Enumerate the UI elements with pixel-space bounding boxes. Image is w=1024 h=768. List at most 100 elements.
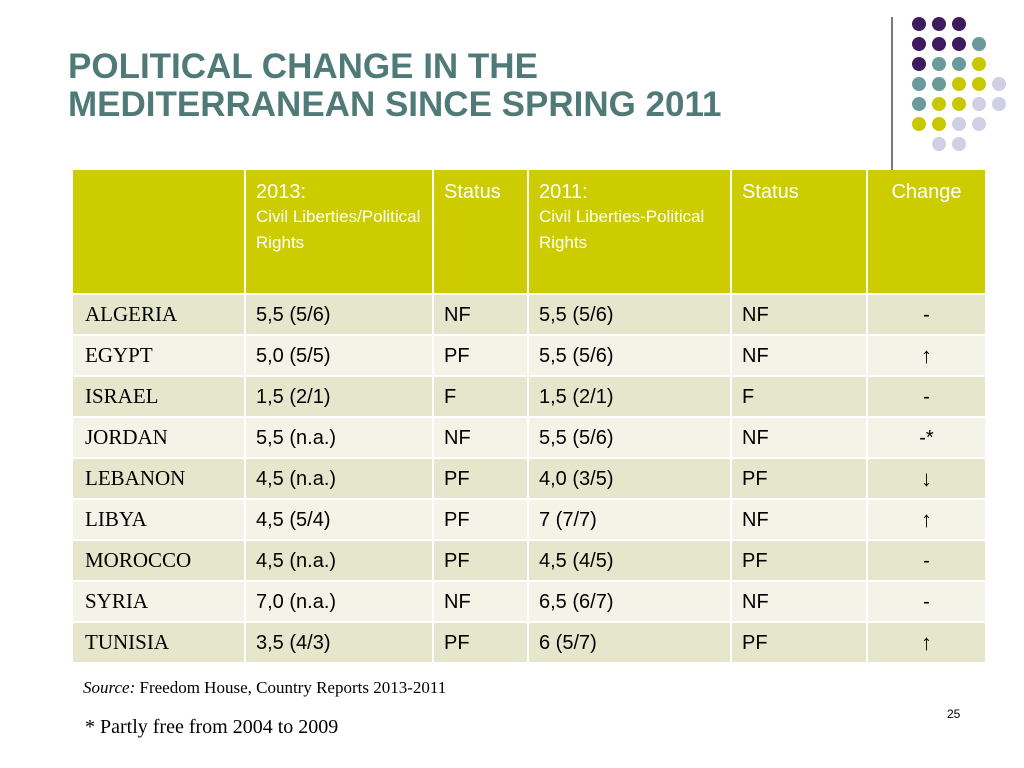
status-2013-cell: PF [433, 458, 529, 500]
status-2011-cell: NF [731, 294, 868, 336]
change-cell: - [867, 540, 985, 582]
decorative-dot [972, 57, 986, 71]
status-2013-cell: PF [433, 499, 529, 541]
decorative-dot [992, 77, 1006, 91]
decorative-dot [912, 77, 926, 91]
status-2011-cell: F [731, 376, 868, 418]
status-2013-cell: PF [433, 622, 529, 664]
cl-2011-cell: 5,5 (5/6) [528, 294, 732, 336]
freedom-table: 2013: Civil Liberties/Political Rights S… [73, 170, 985, 664]
status-2011-cell: PF [731, 458, 868, 500]
decorative-dot [932, 117, 946, 131]
country-cell: MOROCCO [73, 540, 246, 582]
status-2013-cell: F [433, 376, 529, 418]
status-2011-cell: NF [731, 581, 868, 623]
source-citation: Source: Freedom House, Country Reports 2… [83, 678, 446, 698]
country-cell: ALGERIA [73, 294, 246, 336]
decorative-dot [952, 97, 966, 111]
decorative-divider [891, 17, 893, 171]
decorative-dot [912, 37, 926, 51]
decorative-dot [952, 77, 966, 91]
cl-2011-cell: 4,5 (4/5) [528, 540, 732, 582]
decorative-dot [952, 117, 966, 131]
status-2011-cell: PF [731, 622, 868, 664]
decorative-dot [972, 117, 986, 131]
status-2013-cell: NF [433, 581, 529, 623]
decorative-dot [972, 97, 986, 111]
decorative-dot [912, 117, 926, 131]
arrow-up-icon: ↑ [921, 507, 932, 532]
decorative-dot [932, 97, 946, 111]
cl-2011-cell: 5,5 (5/6) [528, 335, 732, 377]
decorative-dot [932, 17, 946, 31]
status-2011-cell: PF [731, 540, 868, 582]
country-cell: SYRIA [73, 581, 246, 623]
footnote: * Partly free from 2004 to 2009 [85, 716, 339, 738]
status-2011-cell: NF [731, 417, 868, 459]
decorative-dot [912, 57, 926, 71]
change-cell: - [867, 376, 985, 418]
table-row: EGYPT 5,0 (5/5) PF 5,5 (5/6) NF ↑ [73, 335, 985, 377]
arrow-down-icon: ↓ [921, 466, 932, 491]
decorative-dot [912, 97, 926, 111]
table-row: LIBYA 4,5 (5/4) PF 7 (7/7) NF ↑ [73, 499, 985, 541]
table-row: LEBANON 4,5 (n.a.) PF 4,0 (3/5) PF ↓ [73, 458, 985, 500]
decorative-dot [932, 77, 946, 91]
cl-2013-cell: 7,0 (n.a.) [245, 581, 434, 623]
slide-title: POLITICAL CHANGE IN THE MEDITERRANEAN SI… [68, 48, 868, 124]
change-cell: ↑ [867, 622, 985, 664]
decorative-dot [952, 37, 966, 51]
status-2013-cell: PF [433, 540, 529, 582]
source-label: Source: [83, 678, 136, 697]
status-2011-cell: NF [731, 499, 868, 541]
decorative-dot [972, 77, 986, 91]
change-cell: ↑ [867, 499, 985, 541]
decorative-dot [932, 37, 946, 51]
slide-title-line-2: MEDITERRANEAN SINCE SPRING 2011 [68, 85, 722, 124]
cl-2011-cell: 5,5 (5/6) [528, 417, 732, 459]
table-row: ALGERIA 5,5 (5/6) NF 5,5 (5/6) NF - [73, 294, 985, 336]
header-country [73, 170, 246, 295]
change-cell: -* [867, 417, 985, 459]
status-2011-cell: NF [731, 335, 868, 377]
decorative-dot [912, 17, 926, 31]
status-2013-cell: NF [433, 294, 529, 336]
cl-2011-cell: 6,5 (6/7) [528, 581, 732, 623]
source-text: Freedom House, Country Reports 2013-2011 [135, 678, 447, 697]
decorative-dot [952, 57, 966, 71]
change-cell: - [867, 581, 985, 623]
arrow-up-icon: ↑ [921, 630, 932, 655]
cl-2013-cell: 1,5 (2/1) [245, 376, 434, 418]
arrow-up-icon: ↑ [921, 343, 932, 368]
decorative-dot [972, 37, 986, 51]
header-status-2011: Status [731, 170, 868, 295]
cl-2013-cell: 3,5 (4/3) [245, 622, 434, 664]
header-change: Change [867, 170, 985, 295]
decorative-dot [952, 17, 966, 31]
table-header-row: 2013: Civil Liberties/Political Rights S… [73, 170, 985, 295]
decorative-dot [932, 57, 946, 71]
slide-title-line-1: POLITICAL CHANGE IN THE [68, 47, 538, 86]
decorative-dot [952, 137, 966, 151]
status-2013-cell: NF [433, 417, 529, 459]
table-row: MOROCCO 4,5 (n.a.) PF 4,5 (4/5) PF - [73, 540, 985, 582]
change-cell: ↓ [867, 458, 985, 500]
cl-2013-cell: 5,5 (n.a.) [245, 417, 434, 459]
change-cell: ↑ [867, 335, 985, 377]
decorative-dot [932, 137, 946, 151]
country-cell: JORDAN [73, 417, 246, 459]
cl-2013-cell: 5,5 (5/6) [245, 294, 434, 336]
country-cell: LIBYA [73, 499, 246, 541]
cl-2011-cell: 4,0 (3/5) [528, 458, 732, 500]
header-2011: 2011: Civil Liberties-Political Rights [528, 170, 732, 295]
header-status-2013: Status [433, 170, 529, 295]
decorative-dot [992, 97, 1006, 111]
table-row: TUNISIA 3,5 (4/3) PF 6 (5/7) PF ↑ [73, 622, 985, 664]
header-2013: 2013: Civil Liberties/Political Rights [245, 170, 434, 295]
cl-2011-cell: 7 (7/7) [528, 499, 732, 541]
country-cell: LEBANON [73, 458, 246, 500]
table-row: ISRAEL 1,5 (2/1) F 1,5 (2/1) F - [73, 376, 985, 418]
cl-2013-cell: 4,5 (n.a.) [245, 540, 434, 582]
cl-2011-cell: 6 (5/7) [528, 622, 732, 664]
cl-2011-cell: 1,5 (2/1) [528, 376, 732, 418]
